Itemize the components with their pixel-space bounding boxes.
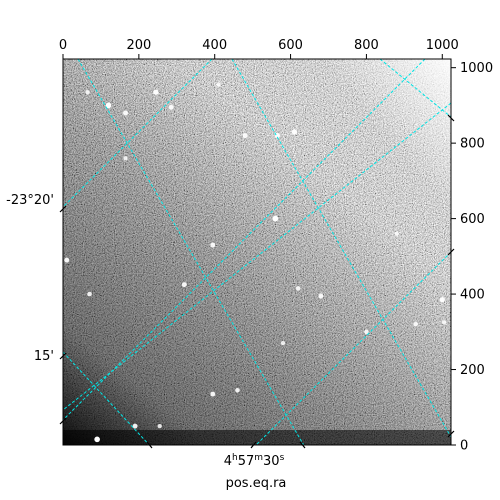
world-tick (447, 430, 455, 438)
source-point (413, 321, 419, 327)
source-point (132, 423, 138, 429)
world-coordinate-grid (63, 59, 451, 445)
world-tick (447, 248, 455, 256)
plot-area (63, 59, 451, 445)
x-tick-label: 800 (354, 38, 379, 53)
source-point (291, 129, 297, 135)
source-point (439, 297, 445, 303)
source-point (235, 387, 240, 393)
dec-tick-label-15: 15' (34, 349, 54, 364)
world-grid-line (255, 251, 451, 445)
ra-minutes-unit: m (254, 453, 263, 463)
dec-tick-label-2320: -23°20' (6, 193, 54, 208)
source-point (87, 291, 92, 297)
source-point (280, 340, 286, 346)
y-tick-label: 0 (460, 439, 468, 454)
source-point (123, 110, 129, 116)
image-dark-corner (63, 59, 451, 445)
ra-tick-label: 4h57m30s (224, 453, 285, 469)
source-point (105, 102, 112, 109)
source-point (181, 282, 187, 288)
source-point (216, 82, 221, 87)
world-tick (59, 417, 67, 425)
world-grid-line (63, 351, 150, 445)
world-ticks (59, 114, 455, 449)
y-tick-label: 800 (460, 137, 485, 152)
world-grid-line (231, 59, 451, 438)
ra-seconds-unit: s (280, 453, 285, 463)
source-point (442, 320, 447, 325)
source-point (168, 104, 174, 110)
x-tick-label: 400 (202, 38, 227, 53)
x-tick-label: 0 (59, 38, 67, 53)
ra-seconds: 30 (263, 454, 280, 469)
y-tick-label: 400 (460, 288, 485, 303)
source-point (210, 242, 216, 248)
x-pixel-ticks: 0 200 400 600 800 1000 (59, 38, 459, 59)
source-point (153, 89, 159, 95)
world-tick (250, 441, 257, 449)
image-bottom-dark-band (63, 430, 451, 445)
source-point (64, 257, 70, 263)
source-point (85, 90, 90, 95)
world-tick (59, 205, 67, 213)
source-point (272, 215, 279, 222)
world-grid-line (77, 59, 305, 445)
source-point (318, 293, 324, 299)
world-grid-line (63, 102, 451, 411)
world-tick (299, 441, 306, 449)
world-tick (146, 441, 153, 449)
ra-hours-unit: h (232, 453, 238, 463)
source-point (94, 436, 100, 443)
ra-minutes: 57 (238, 454, 255, 469)
source-point (394, 231, 399, 236)
image-sources (64, 82, 447, 443)
x-tick-label: 1000 (426, 38, 459, 53)
source-point (210, 391, 216, 397)
x-tick-label: 200 (126, 38, 151, 53)
world-tick (59, 352, 67, 360)
x-axis-title: pos.eq.ra (226, 476, 287, 491)
source-point (157, 423, 162, 429)
x-tick-label: 600 (278, 38, 303, 53)
y-tick-label: 1000 (460, 61, 493, 76)
ra-hours: 4 (224, 454, 232, 469)
source-point (295, 286, 301, 291)
world-grid-line (379, 59, 451, 118)
source-point (364, 329, 369, 335)
world-grid-line (63, 59, 426, 421)
source-point (242, 133, 248, 139)
y-tick-label: 600 (460, 212, 485, 227)
y-pixel-ticks: 0 200 400 600 800 1000 (451, 61, 493, 454)
world-grid-line (63, 59, 213, 208)
source-point (123, 156, 128, 161)
y-tick-label: 200 (460, 363, 485, 378)
world-tick (447, 114, 455, 122)
